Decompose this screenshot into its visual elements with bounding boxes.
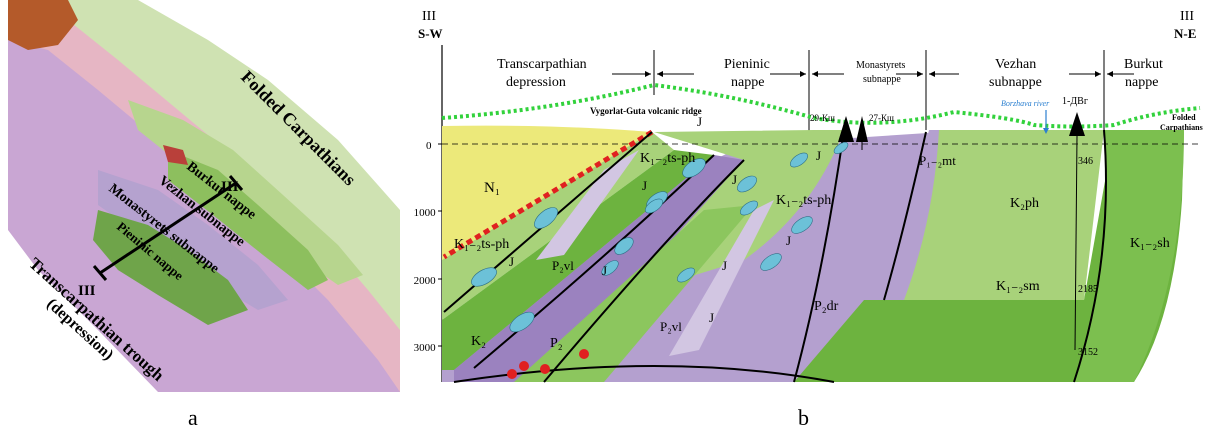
unit-label-k2ph: K₂ph [1010, 196, 1039, 211]
zone-vezhan-2: subnappe [989, 75, 1042, 90]
zone-dividers [612, 50, 1134, 145]
unit-label-j: J [709, 310, 714, 325]
right-dir-label: N-E [1174, 26, 1196, 41]
zone-burkut-2: nappe [1125, 75, 1158, 90]
well-29-label: 29-Кш [810, 113, 835, 123]
zone-monastyrets-2: subnappe [863, 74, 901, 85]
well-depth-346: 346 [1078, 156, 1093, 167]
unit-label-k12sh: K₁₋₂sh [1130, 236, 1170, 251]
section-label-sw: III [78, 283, 96, 299]
unit-label-p2: P₂ [550, 336, 563, 351]
unit-label-p2dr: P₂dr [814, 299, 839, 314]
unit-label-j: J [816, 148, 821, 163]
red-fault-line [442, 129, 654, 260]
river-arrowhead [1043, 128, 1049, 134]
red-spot [163, 145, 188, 165]
unit-p2vl-b [669, 200, 774, 356]
depth-ticks [438, 143, 442, 347]
zone-burkut: Burkut [1124, 57, 1163, 72]
well-27-label: 27-Кш [869, 113, 894, 123]
unit-label-p2vl-a: P₂vl [552, 258, 574, 273]
j-lenses [471, 142, 849, 333]
zone-transcarpathian: Transcarpathian [497, 57, 587, 72]
unit-label-p2vl-b: P₂vl [660, 319, 682, 334]
cross-section-panel: III S-W III N-E Transcarpathian depressi… [414, 9, 1203, 383]
panel-label-a: a [188, 405, 198, 430]
section-tick-sw [92, 265, 108, 281]
unit-label-k12sm: K₁₋₂sm [996, 279, 1040, 294]
j-labels: J J J J J J J J J [509, 114, 821, 325]
zone-pieninic: Pieninic [724, 57, 770, 72]
well-markers [838, 112, 1085, 142]
vezhan-zone [168, 150, 328, 290]
unit-k2 [442, 150, 714, 370]
zone-arrowheads [645, 71, 1113, 77]
burkut-zone [128, 100, 363, 285]
unit-label-j: J [697, 114, 702, 129]
unit-k12sh [1074, 130, 1184, 382]
topography-line [441, 82, 1201, 129]
unit-label-k12tsph-mid: K₁₋₂ts-ph [776, 193, 831, 208]
unit-k2ph [904, 130, 1104, 300]
unit-k12sm [794, 130, 1184, 382]
well-depth-3152: 3152 [1078, 347, 1098, 358]
unit-label-k2: K₂ [471, 334, 486, 349]
river-label: Borzhava river [1001, 99, 1050, 108]
unit-p2vl-a [536, 150, 639, 260]
depth-2000: -2000 [414, 275, 436, 287]
zone-pieninic-2: nappe [731, 75, 764, 90]
depth-1000: -1000 [414, 207, 436, 219]
right-end-label: III [1180, 9, 1194, 24]
unit-label-k12tsph-top: K₁₋₂ts-ph [640, 151, 695, 166]
well-1-label: 1-ДВг [1062, 96, 1088, 107]
depth-3000: -3000 [414, 342, 436, 354]
unit-k2-lower [514, 205, 754, 382]
unit-label-j: J [732, 172, 737, 187]
left-dir-label: S-W [418, 26, 443, 41]
unit-label-j: J [786, 233, 791, 248]
folded-label-1: Folded [1172, 113, 1196, 122]
unit-label-p12mt: P₁₋₂mt [919, 153, 956, 168]
unit-label-n1: N₁ [484, 180, 500, 196]
purple-zone [8, 40, 400, 392]
well-depth-2185: 2185 [1078, 284, 1098, 295]
brown-outcrop [8, 0, 78, 50]
unit-label-k12tsph-left: K₁₋₂ts-ph [454, 237, 509, 252]
unit-label-j: J [642, 178, 647, 193]
map-panel: III III Folded Carpathians Burkut nappe … [8, 0, 400, 392]
panel-label-b: b [798, 405, 809, 430]
section-tick-ne [228, 175, 244, 191]
unit-label-j: J [602, 263, 607, 278]
unit-label-j: J [509, 254, 514, 269]
zone-vezhan: Vezhan [995, 57, 1036, 72]
well-1-trace [1074, 135, 1078, 351]
pieninic-zone [93, 210, 248, 325]
section-line [99, 181, 237, 275]
monastyrets-zone [98, 170, 288, 310]
red-points [507, 349, 589, 379]
zone-transcarpathian-2: depression [506, 75, 566, 90]
folded-label-2: Carpathians [1160, 123, 1203, 132]
section-label-ne: III [221, 179, 239, 195]
unit-label-j: J [722, 258, 727, 273]
depth-0: 0 [426, 140, 432, 152]
zone-monastyrets: Monastyrets [856, 60, 906, 71]
ridge-label: Vygorlat-Guta volcanic ridge [590, 106, 702, 116]
left-end-label: III [422, 9, 436, 24]
